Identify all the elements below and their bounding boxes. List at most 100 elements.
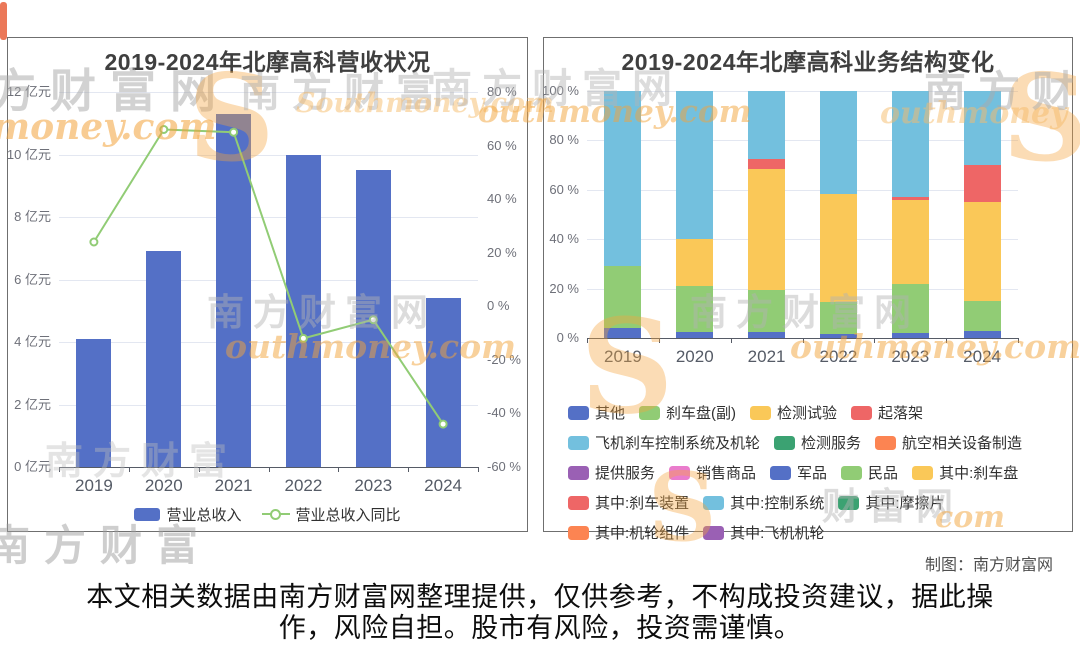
gridline [59, 342, 478, 343]
legend-swatch [639, 405, 661, 420]
x-axis-label: 2019 [75, 476, 113, 495]
legend-swatch [568, 435, 589, 450]
legend-item: 检测服务 [774, 432, 861, 453]
stack-segment [891, 199, 929, 284]
yoy-line-icon [261, 508, 290, 521]
stack-segment [676, 286, 714, 332]
y-axis-label-right: 20 % [487, 244, 517, 260]
legend-item: 其中:飞机机轮 [703, 522, 824, 543]
disclaimer: 本文相关数据由南方财富网整理提供，仅供参考，不构成投资建议，据此操 作，风险自担… [0, 582, 1080, 644]
legend-label: 其中:控制系统 [730, 495, 825, 512]
legend-item: 起落架 [851, 402, 923, 423]
revenue-chart-panel: 2019-2024年北摩高科营收状况 12 亿元 10 亿元 8 亿元 6 亿元 4 亿… [7, 37, 528, 532]
x-axis-label: 2020 [675, 347, 714, 366]
legend-swatch [703, 525, 725, 540]
legend-row: 其他 刹车盘(副) 检测试验 起落架 [568, 402, 1066, 423]
legend-label: 提供服务 [595, 465, 656, 482]
yoy-growth-line [89, 125, 448, 429]
stack-segment [819, 91, 857, 194]
legend-item: 其中:刹车盘 [912, 462, 1018, 483]
y-axis-label: 100 % [542, 83, 579, 98]
y-axis-label-right: 80 % [487, 84, 517, 99]
gridline [59, 92, 478, 93]
structure-chart-title: 2019-2024年北摩高科业务结构变化 [621, 49, 995, 75]
gridline [587, 189, 1018, 191]
gridline [587, 140, 1018, 142]
legend-item: 飞机刹车控制系统及机轮 [568, 432, 760, 453]
legend-swatch [912, 465, 934, 480]
x-axis-label: 2024 [963, 347, 1001, 366]
stack-segment [891, 197, 929, 200]
yoy-point-marker [89, 237, 99, 247]
yoy-point-marker [368, 315, 378, 325]
legend-item: 军品 [770, 462, 827, 483]
gridline [59, 279, 478, 281]
legend-swatch [703, 495, 725, 510]
yoy-line-marker [270, 509, 281, 520]
legend-item-revenue: 营业总收入 [134, 504, 242, 525]
legend-label: 军品 [797, 465, 828, 482]
legend-item-yoy: 营业总收入同比 [261, 504, 401, 525]
legend-row: 提供服务 销售商品 军品 民品 其中:刹车盘 [568, 462, 1066, 483]
legend-item: 其中:控制系统 [703, 492, 824, 513]
legend-swatch [838, 495, 860, 510]
y-axis-label-left: 12 亿元 [6, 84, 51, 99]
disclaimer-line-1: 本文相关数据由南方财富网整理提供，仅供参考，不构成投资建议，据此操 [86, 582, 994, 612]
legend-swatch [750, 405, 772, 420]
legend-item: 其中:摩擦片 [838, 492, 945, 513]
yoy-point-marker [159, 125, 169, 134]
revenue-bar [146, 251, 182, 467]
legend-swatch [774, 435, 796, 450]
stack-segment [963, 165, 1001, 203]
x-axis-label: 2024 [424, 476, 462, 495]
x-axis-tick [478, 467, 479, 472]
disclaimer-line-2: 作，风险自担。股市有风险，投资需谨慎。 [278, 613, 802, 643]
stack-segment [963, 300, 1001, 331]
legend-swatch [851, 405, 873, 420]
legend-label: 销售商品 [696, 465, 757, 482]
legend-label: 航空相关设备制造 [902, 435, 1023, 452]
y-axis-label-right: -20 % [487, 351, 521, 367]
yoy-point-marker [438, 419, 448, 429]
y-axis-label: 60 % [549, 181, 579, 197]
gridline [587, 239, 1018, 241]
x-axis-tick [587, 338, 588, 343]
legend-item: 其他 [568, 402, 625, 423]
structure-legend: 其他 刹车盘(副) 检测试验 起落架 飞机刹车控制系统及机轮 检测服务 航空相关设备制造提供… [568, 402, 1066, 552]
revenue-bar [285, 154, 321, 467]
x-axis-tick [408, 467, 410, 472]
y-axis-label: 20 % [549, 280, 579, 296]
legend-swatch [875, 435, 897, 450]
y-axis-label-right: -60 % [487, 459, 521, 474]
x-axis-tick [658, 338, 660, 343]
x-axis-tick [59, 467, 60, 472]
x-axis-label: 2022 [819, 347, 858, 366]
legend-label: 其中:刹车盘 [939, 465, 1019, 482]
revenue-chart-title: 2019-2024年北摩高科营收状况 [104, 49, 431, 75]
revenue-bar [76, 338, 112, 467]
x-axis-label: 2022 [284, 476, 323, 495]
legend-swatch [568, 465, 589, 480]
gridline [59, 404, 478, 406]
x-axis-tick [946, 338, 948, 343]
x-axis-tick [730, 338, 732, 343]
x-axis-tick [338, 467, 340, 472]
x-axis-tick [874, 338, 876, 343]
legend-label: 其中:摩擦片 [865, 495, 945, 512]
stack-segment [748, 289, 786, 332]
y-axis-label-right: 60 % [487, 137, 517, 153]
stack-segment [604, 266, 642, 329]
x-axis-label: 2019 [604, 347, 642, 366]
y-axis-label-right: 0 % [487, 298, 510, 314]
legend-item: 检测试验 [750, 402, 837, 423]
legend-swatch [568, 525, 589, 540]
legend-item: 其中:机轮组件 [568, 522, 689, 543]
x-axis-label: 2020 [144, 476, 183, 495]
y-axis-label-left: 10 亿元 [6, 146, 51, 162]
legend-label: 检测服务 [801, 435, 862, 452]
gridline [59, 154, 478, 156]
legend-swatch [669, 465, 691, 480]
stack-segment [819, 302, 857, 335]
legend-row: 飞机刹车控制系统及机轮 检测服务 航空相关设备制造 [568, 432, 1066, 453]
yoy-polyline [93, 128, 444, 425]
